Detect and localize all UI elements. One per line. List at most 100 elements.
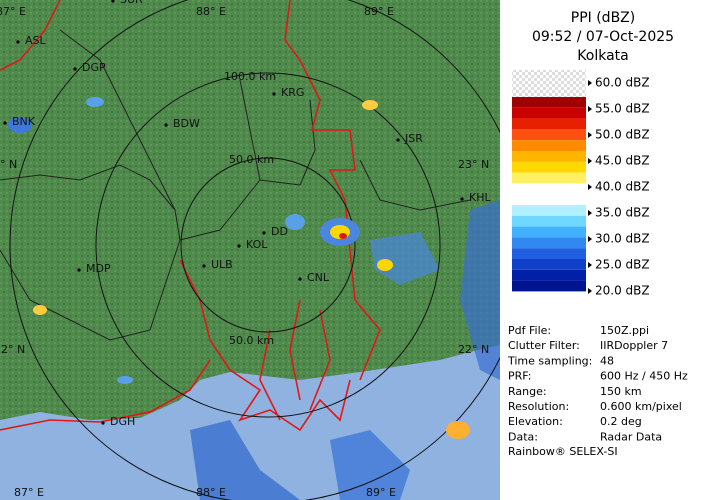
legend-arrow bbox=[588, 210, 592, 216]
grid-label: 87° E bbox=[0, 5, 26, 18]
info-key: Pdf File: bbox=[508, 324, 551, 337]
legend-label: 50.0 dBZ bbox=[595, 128, 650, 142]
legend-band bbox=[512, 97, 586, 108]
ring-label: 50.0 km bbox=[229, 153, 274, 166]
legend-label: 30.0 dBZ bbox=[595, 232, 650, 246]
ring-label: 100.0 km bbox=[224, 70, 276, 83]
place-label: SUR bbox=[120, 0, 143, 6]
place-dot bbox=[272, 92, 276, 96]
echo bbox=[190, 420, 300, 500]
place-label: BDW bbox=[173, 117, 200, 130]
ring-label: 50.0 km bbox=[229, 334, 274, 347]
legend-band bbox=[512, 205, 586, 216]
place-dot bbox=[460, 197, 464, 201]
footer: Rainbow® SELEX-SI bbox=[508, 445, 618, 458]
legend: 60.0 dBZ 55.0 dBZ 50.0 dBZ 45.0 dBZ 40.0 dBZ… bbox=[512, 70, 650, 298]
place-label: DGH bbox=[110, 415, 135, 428]
place-dot bbox=[111, 0, 115, 3]
legend-band bbox=[512, 215, 586, 227]
info-key: Range: bbox=[508, 385, 547, 398]
place-label: DGP bbox=[82, 61, 106, 74]
legend-arrow bbox=[588, 132, 592, 138]
info-key: Elevation: bbox=[508, 415, 563, 428]
grid-label: 22° N bbox=[0, 343, 25, 356]
district-borders bbox=[0, 29, 471, 341]
legend-band bbox=[512, 259, 586, 270]
info-value: Radar Data bbox=[600, 430, 662, 443]
legend-label: 20.0 dBZ bbox=[595, 284, 650, 298]
info-value: 600 Hz / 450 Hz bbox=[600, 370, 688, 383]
info-value: 150Z.ppi bbox=[600, 324, 649, 337]
legend-label: 40.0 dBZ bbox=[595, 180, 650, 194]
ring-labels: 100.0 km 50.0 km 50.0 km bbox=[224, 70, 276, 347]
range-rings bbox=[9, 0, 500, 500]
place-dot bbox=[73, 67, 77, 71]
legend-band bbox=[512, 237, 586, 249]
time: 09:52 / 07-Oct-2025 bbox=[532, 29, 674, 45]
legend-arrow bbox=[588, 288, 592, 294]
place-label: ULB bbox=[211, 258, 233, 271]
info-value: 150 km bbox=[600, 385, 642, 398]
info-value: 0.600 km/pixel bbox=[600, 400, 682, 413]
info-key: Resolution: bbox=[508, 400, 569, 413]
legend-label: 25.0 dBZ bbox=[595, 258, 650, 272]
legend-band bbox=[512, 140, 586, 151]
place-label: MDP bbox=[86, 262, 111, 275]
legend-label: 60.0 dBZ bbox=[595, 76, 650, 90]
place-label: DD bbox=[271, 225, 288, 238]
legend-label: 55.0 dBZ bbox=[595, 102, 650, 116]
echo bbox=[330, 430, 410, 500]
site: Kolkata bbox=[577, 48, 628, 64]
legend-band bbox=[512, 172, 586, 184]
place-label: KRG bbox=[281, 86, 304, 99]
place-dot bbox=[202, 264, 206, 268]
legend-band bbox=[512, 161, 586, 173]
grid-label: 87° E bbox=[14, 486, 44, 499]
place-dot bbox=[262, 231, 266, 235]
legend-band bbox=[512, 248, 586, 259]
place-label: ASL bbox=[25, 34, 47, 47]
legend-band bbox=[512, 151, 586, 162]
product: PPI (dBZ) bbox=[571, 10, 635, 26]
place-dot bbox=[77, 268, 81, 272]
place-label: KOL bbox=[246, 238, 268, 251]
echo bbox=[370, 232, 440, 285]
legend-label: 45.0 dBZ bbox=[595, 154, 650, 168]
legend-band bbox=[512, 129, 586, 141]
legend-arrow bbox=[588, 106, 592, 112]
echoes bbox=[8, 97, 470, 439]
legend-band bbox=[512, 118, 586, 130]
grid-label: 23° N bbox=[458, 158, 489, 171]
side-panel: PPI (dBZ) 09:52 / 07-Oct-2025 Kolkata 60… bbox=[500, 0, 706, 500]
legend-arrow bbox=[588, 184, 592, 190]
legend-band bbox=[512, 269, 586, 281]
legend-band bbox=[512, 280, 586, 292]
grid-label: 88° E bbox=[196, 5, 226, 18]
legend-arrow bbox=[588, 158, 592, 164]
info-value: 0.2 deg bbox=[600, 415, 642, 428]
legend-band bbox=[512, 183, 586, 195]
info-key: Clutter Filter: bbox=[508, 339, 580, 352]
grid-labels: 87° E 88° E 89° E 87° E 88° E 89° E 23° N 23° N… bbox=[0, 5, 489, 499]
place-dot bbox=[3, 121, 7, 125]
place-dot bbox=[101, 421, 105, 425]
place-label: JSR bbox=[404, 132, 423, 145]
grid-label: 22° N bbox=[458, 343, 489, 356]
info-table: Pdf File: 150Z.ppi Clutter Filter: IIRDoppl… bbox=[507, 324, 688, 443]
place-dot bbox=[298, 277, 302, 281]
legend-band bbox=[512, 107, 586, 119]
grid-label: 89° E bbox=[364, 5, 394, 18]
legend-arrow bbox=[588, 262, 592, 268]
info-value: IIRDoppler 7 bbox=[600, 339, 668, 352]
legend-arrow bbox=[588, 80, 592, 86]
info-key: PRF: bbox=[508, 370, 531, 383]
echo bbox=[460, 200, 500, 380]
place-dot bbox=[396, 138, 400, 142]
info-key: Time sampling: bbox=[507, 354, 592, 367]
grid-label: 23° N bbox=[0, 158, 17, 171]
place-label: KHL bbox=[469, 191, 491, 204]
place-dot bbox=[237, 244, 241, 248]
